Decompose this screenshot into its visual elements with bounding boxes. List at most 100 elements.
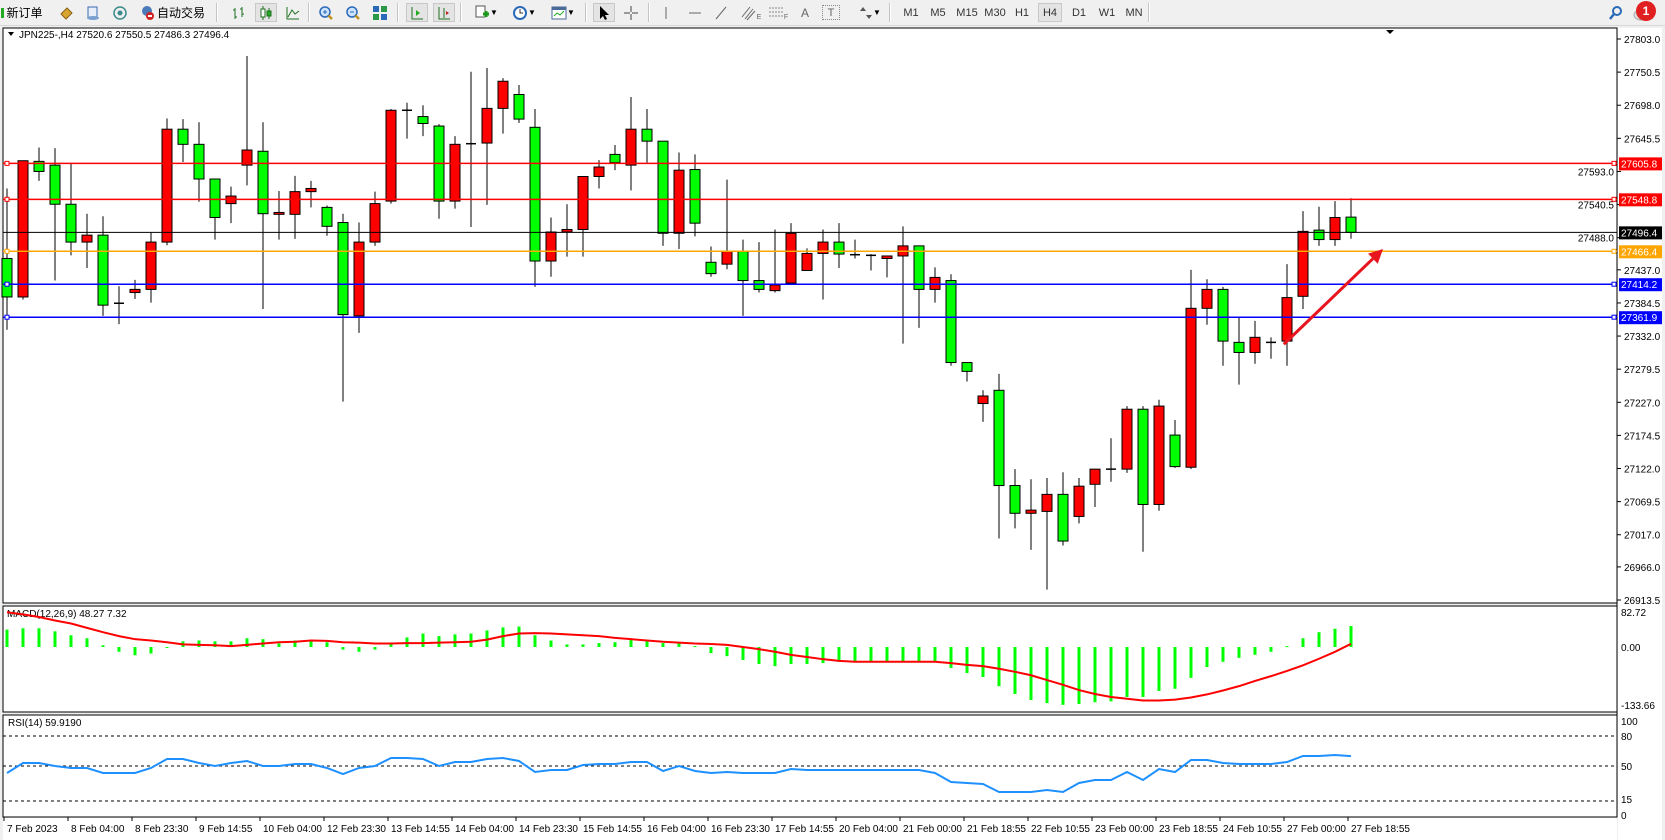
candle[interactable] [513, 85, 525, 123]
candle[interactable] [481, 68, 493, 205]
candle[interactable] [929, 267, 941, 303]
candle[interactable] [977, 390, 989, 422]
candle[interactable] [1297, 211, 1309, 309]
candle[interactable] [1185, 269, 1197, 470]
line-handle-left[interactable] [4, 314, 10, 320]
candle[interactable] [17, 160, 29, 300]
candle[interactable] [785, 223, 797, 284]
line-handle-right[interactable] [1611, 314, 1617, 320]
cursor-button[interactable] [593, 3, 615, 22]
candle[interactable] [289, 175, 301, 239]
candle[interactable] [769, 229, 781, 293]
candle[interactable] [866, 254, 876, 271]
candle[interactable] [593, 160, 605, 189]
line-chart-button[interactable] [283, 3, 303, 22]
candle[interactable] [49, 148, 61, 281]
trend-arrow-line[interactable] [1282, 257, 1374, 346]
candle[interactable] [657, 140, 669, 246]
line-handle-left[interactable] [4, 248, 10, 254]
candle[interactable] [1137, 406, 1149, 552]
candle[interactable] [1041, 477, 1053, 590]
candle[interactable] [1233, 317, 1245, 385]
candle[interactable] [417, 105, 429, 137]
timeframe-m15[interactable]: M15 [956, 6, 978, 19]
candle[interactable] [625, 97, 637, 191]
candle[interactable] [673, 152, 685, 250]
notification-count-badge[interactable]: 1 [1636, 1, 1656, 21]
horizontal-line-button[interactable] [685, 3, 705, 22]
macd-panel[interactable] [2, 605, 1618, 713]
candle[interactable] [1249, 320, 1261, 364]
line-handle-left[interactable] [4, 196, 10, 202]
candle[interactable] [961, 362, 973, 382]
line-handle-right[interactable] [1611, 196, 1617, 202]
chart-shift-button[interactable] [406, 3, 428, 22]
candle[interactable] [833, 223, 845, 268]
candle[interactable] [1, 188, 13, 330]
candle[interactable] [1169, 419, 1181, 468]
arrows-button[interactable]: ▼ [855, 3, 885, 22]
navigator-icon[interactable] [84, 3, 102, 22]
candle[interactable] [945, 274, 957, 366]
bar-chart-button[interactable] [229, 3, 249, 22]
search-button[interactable] [1606, 3, 1626, 22]
candle[interactable] [33, 147, 45, 181]
timeframe-m1[interactable]: M1 [903, 6, 919, 19]
candle[interactable] [1057, 472, 1069, 546]
zoom-out-button[interactable] [343, 3, 363, 22]
zoom-in-button[interactable] [316, 3, 336, 22]
candle[interactable] [689, 154, 701, 237]
text-button[interactable]: A [796, 3, 814, 22]
candle[interactable] [497, 78, 509, 134]
line-handle-right[interactable] [1611, 248, 1617, 254]
periods-button[interactable]: ▼ [508, 3, 540, 22]
signals-icon[interactable] [111, 3, 129, 22]
candle[interactable] [1313, 206, 1325, 246]
candlestick-button[interactable] [255, 3, 277, 22]
templates-button[interactable]: ▼ [546, 3, 580, 22]
trendline-button[interactable] [711, 3, 731, 22]
candle[interactable] [850, 239, 860, 259]
candle[interactable] [817, 229, 829, 300]
candle[interactable] [881, 255, 893, 278]
candle[interactable] [466, 71, 476, 227]
candle[interactable] [801, 248, 813, 271]
tile-windows-button[interactable] [370, 3, 390, 22]
candle[interactable] [257, 122, 269, 309]
candle[interactable] [305, 180, 317, 208]
indicators-button[interactable]: ▼ [469, 3, 503, 22]
candle[interactable] [1153, 399, 1165, 511]
auto-trading-button[interactable]: 自动交易 [136, 3, 208, 22]
candle[interactable] [641, 109, 653, 163]
candle[interactable] [65, 163, 77, 256]
autoscroll-button[interactable] [433, 3, 455, 22]
vertical-line-button[interactable] [656, 3, 676, 22]
candle[interactable] [449, 136, 461, 209]
candle[interactable] [529, 109, 541, 287]
candle[interactable] [1106, 438, 1116, 482]
candle[interactable] [1089, 468, 1101, 507]
candle[interactable] [369, 191, 381, 246]
candle[interactable] [913, 245, 925, 328]
main-price-panel[interactable] [2, 27, 1618, 604]
collapse-triangle-icon[interactable] [8, 32, 14, 36]
trend-arrow-head-icon[interactable] [1368, 249, 1383, 264]
text-label-button[interactable]: T [822, 5, 840, 20]
candle[interactable] [402, 102, 412, 139]
line-handle-right[interactable] [1611, 160, 1617, 166]
candle[interactable] [81, 213, 93, 268]
timeframe-m30[interactable]: M30 [984, 6, 1006, 19]
candle[interactable] [1009, 469, 1021, 529]
candle[interactable] [321, 205, 333, 236]
chart-shift-marker-icon[interactable] [1386, 30, 1394, 34]
timeframe-h4[interactable]: H4 [1038, 3, 1062, 22]
fibonacci-button[interactable]: F [767, 3, 789, 22]
candle[interactable] [337, 213, 349, 402]
timeframe-m5[interactable]: M5 [930, 6, 946, 19]
candle[interactable] [385, 109, 397, 204]
line-handle-left[interactable] [4, 160, 10, 166]
candle[interactable] [193, 122, 205, 202]
equidistant-channel-button[interactable]: E [740, 3, 762, 22]
candle[interactable] [177, 119, 189, 162]
